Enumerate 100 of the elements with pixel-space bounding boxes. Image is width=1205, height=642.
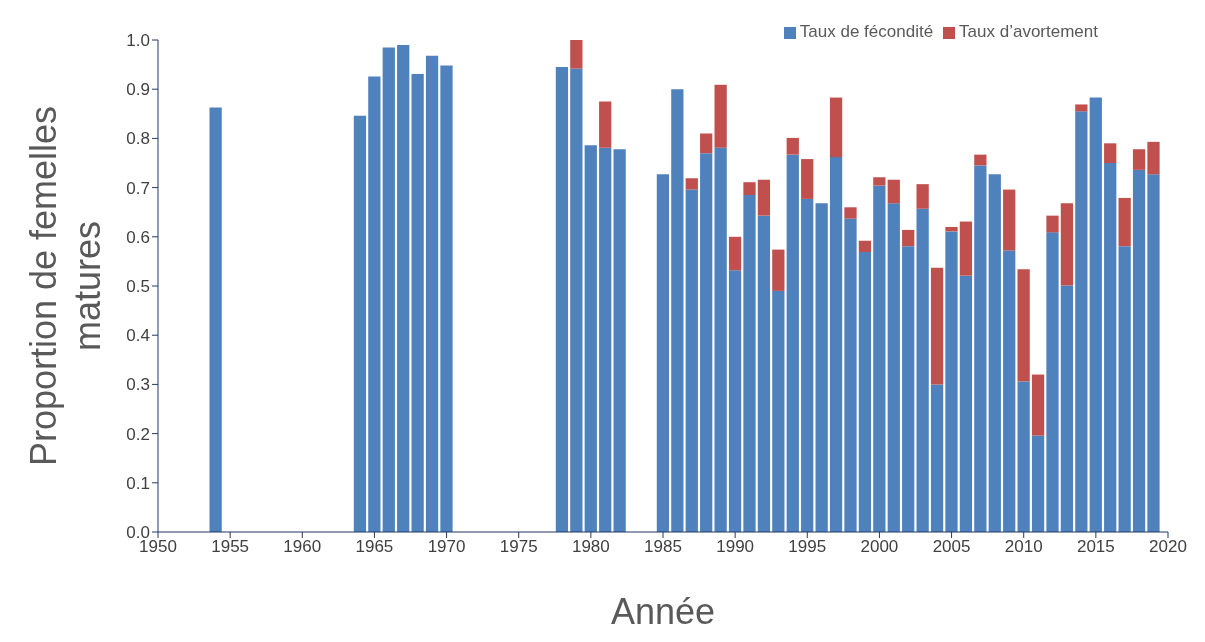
bar [829, 157, 843, 532]
bar [801, 198, 814, 532]
y-tick-label: 0.6 [126, 227, 150, 247]
y-tick-label: 0.4 [126, 326, 150, 346]
bar [959, 221, 973, 276]
bar [728, 270, 742, 532]
bar [1118, 197, 1131, 247]
bar [974, 154, 987, 166]
bar [1104, 163, 1117, 532]
bar [1132, 149, 1146, 170]
bar [786, 137, 799, 155]
bar [757, 179, 771, 216]
bar [368, 76, 381, 532]
bar [829, 97, 843, 158]
bar [700, 133, 713, 154]
bar [1132, 169, 1146, 532]
bar [786, 154, 799, 532]
bar [1089, 97, 1102, 532]
bar [1031, 435, 1045, 532]
bar [1147, 174, 1160, 532]
x-axis-title: Année [610, 591, 716, 632]
bar [599, 101, 612, 148]
bar [772, 249, 785, 291]
x-tick-label: 1990 [716, 537, 755, 557]
bar [1118, 246, 1131, 532]
bar [1075, 111, 1088, 532]
bar [685, 189, 698, 532]
bar [685, 178, 698, 190]
bar [209, 107, 222, 532]
bar [671, 89, 684, 532]
bar [930, 267, 944, 385]
x-tick-label: 1965 [355, 537, 394, 557]
x-tick-label: 1995 [788, 537, 827, 557]
y-tick-label: 0.7 [126, 178, 150, 198]
bar [1060, 285, 1074, 532]
bar [757, 215, 771, 532]
bar [743, 182, 756, 195]
bar [728, 236, 742, 271]
bar [916, 208, 929, 532]
y-tick-label: 0.3 [126, 375, 150, 395]
x-tick-label: 2010 [1004, 537, 1043, 557]
bar [382, 47, 395, 532]
bar [1017, 381, 1030, 532]
bar [887, 179, 900, 204]
bar [873, 185, 886, 532]
bar [945, 226, 958, 232]
x-tick-label: 1960 [283, 537, 322, 557]
bar [397, 44, 410, 532]
x-tick-label: 1970 [427, 537, 466, 557]
bar [959, 275, 973, 532]
bar [772, 290, 785, 532]
bar [425, 55, 439, 532]
legend-label: Taux d’avortement [959, 22, 1098, 41]
bar [815, 203, 828, 532]
y-tick-label: 0.2 [126, 424, 150, 444]
bar [844, 218, 857, 532]
x-tick-label: 1975 [499, 537, 538, 557]
bar [1031, 374, 1045, 436]
bar [902, 246, 915, 532]
bar [858, 240, 872, 253]
bar [1046, 215, 1059, 233]
bar [1147, 141, 1160, 175]
x-tick-label: 2005 [932, 537, 971, 557]
bar [613, 149, 626, 532]
bar [353, 115, 367, 532]
bar [584, 145, 597, 532]
bar [930, 384, 944, 532]
bar [1003, 189, 1016, 251]
bar [411, 73, 424, 532]
bar [945, 231, 958, 532]
bar [714, 147, 727, 532]
bar [1060, 203, 1074, 286]
bar [714, 84, 727, 148]
y-tick-label: 0.5 [126, 277, 150, 297]
bar [858, 252, 872, 532]
bar [873, 177, 886, 186]
y-tick-label: 0.9 [126, 80, 150, 100]
bar [887, 203, 900, 532]
bar [974, 165, 987, 532]
bar [1046, 232, 1059, 532]
x-tick-label: 2015 [1076, 537, 1115, 557]
bar [599, 147, 612, 532]
x-tick-label: 2020 [1149, 537, 1187, 557]
x-tick-label: 1980 [571, 537, 610, 557]
bar [570, 40, 583, 69]
bar [1003, 250, 1016, 532]
x-tick-label: 1985 [644, 537, 682, 557]
bar [844, 207, 857, 219]
legend-label: Taux de fécondité [799, 22, 934, 41]
bar [1104, 143, 1117, 163]
x-tick-label: 2000 [860, 537, 899, 557]
y-tick-label: 0.1 [126, 473, 150, 493]
bar [743, 194, 756, 532]
bar [656, 174, 670, 532]
y-tick-label: 0.8 [126, 129, 150, 149]
bar [1075, 104, 1088, 112]
bar [988, 174, 1001, 532]
y-axis-title: Proportion de femelles matures [23, 105, 108, 467]
bar [801, 159, 814, 199]
bar [440, 65, 453, 532]
